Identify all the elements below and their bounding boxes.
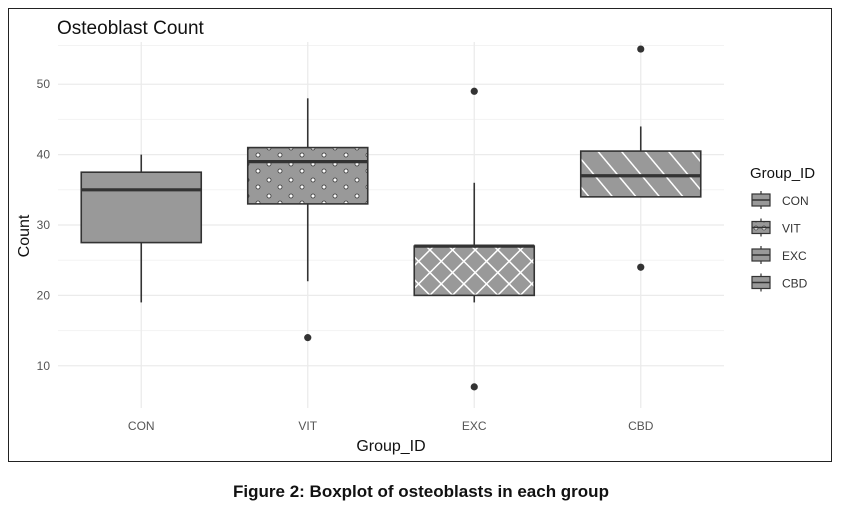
legend: Group_ID CON VIT EXC CBD bbox=[750, 165, 815, 292]
legend-label-vit: VIT bbox=[782, 222, 801, 236]
y-tick-label: 10 bbox=[37, 359, 51, 373]
legend-label-cbd: CBD bbox=[782, 277, 808, 291]
y-tick-label: 20 bbox=[37, 288, 51, 302]
box-cbd bbox=[579, 150, 702, 198]
y-tick-label: 40 bbox=[37, 148, 51, 162]
figure-caption: Figure 2: Boxplot of osteoblasts in each… bbox=[233, 482, 609, 501]
boxes bbox=[80, 45, 702, 391]
legend-label-exc: EXC bbox=[782, 249, 807, 263]
x-tick-label: EXC bbox=[462, 419, 487, 433]
y-tick-label: 30 bbox=[37, 218, 51, 232]
grid bbox=[58, 42, 724, 408]
box-vit bbox=[246, 146, 369, 205]
outlier-point bbox=[637, 45, 645, 53]
outlier-point bbox=[470, 87, 478, 95]
x-axis-label: Group_ID bbox=[356, 438, 425, 455]
boxplot-chart: 10 20 30 40 50 CON VIT EXC CBD Group_ID CON VIT EXC… bbox=[16, 18, 815, 455]
x-tick-label: CON bbox=[128, 419, 155, 433]
legend-title: Group_ID bbox=[750, 165, 815, 182]
outlier-point bbox=[637, 263, 645, 271]
legend-label-con: CON bbox=[782, 194, 809, 208]
y-axis-label: Count bbox=[16, 214, 33, 257]
x-tick-label: CBD bbox=[628, 419, 654, 433]
box-exc bbox=[413, 245, 536, 297]
x-tick-label: VIT bbox=[298, 419, 317, 433]
outlier-point bbox=[470, 383, 478, 391]
box-con bbox=[80, 171, 203, 244]
chart-title: Osteoblast Count bbox=[57, 18, 205, 39]
axes: 10 20 30 40 50 CON VIT EXC CBD bbox=[37, 77, 654, 433]
outlier-point bbox=[304, 334, 312, 342]
y-tick-label: 50 bbox=[37, 77, 51, 91]
